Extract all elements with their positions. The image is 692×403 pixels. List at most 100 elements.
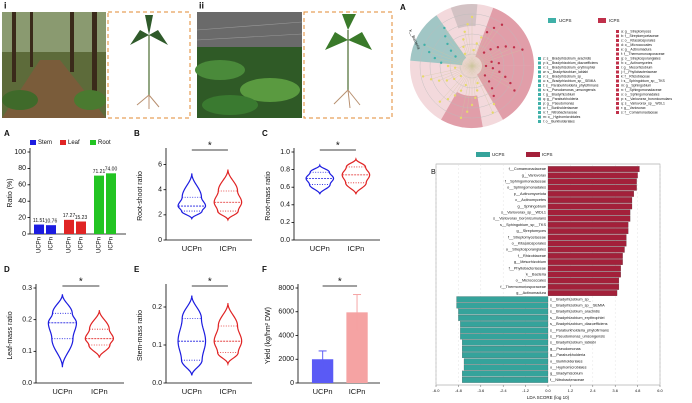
- clade-node: [474, 96, 477, 100]
- bar-label: f__Nitrobacteraceae: [550, 378, 584, 382]
- clade-node: [470, 15, 474, 19]
- significance-label: *: [79, 277, 83, 288]
- legend-swatch: [526, 152, 540, 157]
- bar: [46, 225, 56, 234]
- legend-label: UCPS: [559, 18, 572, 23]
- clade-branch: [471, 47, 515, 67]
- bar-label: c__Actinomycetes: [515, 198, 546, 202]
- y-tick-label: 0: [290, 380, 294, 387]
- clade-node: [509, 81, 512, 85]
- taxon-swatch: [616, 75, 619, 78]
- clade-branch: [464, 31, 473, 67]
- bar-label: g__Mesorhizobium: [514, 260, 546, 264]
- bar: [94, 175, 104, 234]
- value-label: 17.27: [63, 213, 76, 219]
- clade-branch: [445, 36, 473, 67]
- bar: [547, 259, 623, 265]
- y-tick-label: 80: [18, 165, 26, 172]
- bar-label: g__Pseudomonas: [550, 347, 581, 351]
- bar-label: s__Variovorax_sp__WDL1: [501, 211, 546, 215]
- clade-node: [466, 23, 469, 26]
- taxon-label: x: s__Bradyrhizobium_erythrophlei: [543, 65, 595, 69]
- bar: [547, 172, 638, 179]
- clade-node: [475, 42, 478, 45]
- taxon-swatch: [616, 70, 619, 74]
- clade-node: [453, 66, 457, 69]
- y-tick-label: 0: [22, 231, 26, 238]
- bar: [547, 253, 623, 259]
- bar-label: s__Paraburkholderia_phytofirmans: [550, 328, 609, 332]
- y-tick-label: 0.8: [280, 166, 290, 173]
- taxon-label: r: g__Variovorax: [621, 106, 646, 110]
- y-tick-label: 60: [18, 182, 26, 189]
- clade-branch: [471, 47, 498, 67]
- y-tick-label: 0.1: [22, 348, 32, 355]
- clade-node: [504, 45, 507, 48]
- clade-branch: [471, 65, 511, 84]
- y-axis-label: Ratio (%): [7, 178, 14, 207]
- clade-node: [454, 55, 457, 58]
- taxon-swatch: [538, 84, 541, 87]
- bar: [458, 315, 549, 321]
- clade-node: [439, 61, 443, 64]
- clade-branch: [471, 63, 499, 67]
- x-tick-label: 0.0: [545, 388, 551, 393]
- clade-branch: [471, 27, 495, 67]
- clade-wedge: [475, 7, 534, 120]
- y-tick-label: 0.3: [22, 285, 32, 292]
- taxon-swatch: [616, 34, 619, 38]
- legend-label: Leaf: [68, 140, 80, 146]
- bar-label: s__Bradyrhizobium_sp__SEMIA: [550, 304, 605, 308]
- taxon-label: k: f__Rhizobiaceae: [621, 74, 650, 78]
- bar-label: s__Sphingobium_sp__TKS: [500, 223, 546, 227]
- significance-label: *: [208, 141, 212, 152]
- clade-node: [428, 50, 431, 54]
- clade-wedge: [410, 15, 467, 66]
- taxon-label: b: f__Streptomycetaceae: [621, 34, 659, 38]
- taxon-swatch: [616, 102, 619, 105]
- bar: [460, 327, 549, 334]
- clade-branch: [471, 65, 486, 76]
- clade-node: [462, 45, 465, 49]
- clade-node: [504, 75, 507, 79]
- y-axis-label: Stem-mass ratio: [137, 310, 144, 361]
- clade-branch: [460, 65, 473, 118]
- clade-ring: [419, 13, 525, 119]
- clade-node: [438, 100, 442, 103]
- clade-branch: [465, 65, 473, 86]
- significance-label: *: [336, 141, 340, 152]
- clade-node: [449, 49, 453, 52]
- clade-branch: [471, 49, 523, 67]
- taxon-swatch: [538, 79, 541, 83]
- legend-label: ICPS: [542, 152, 553, 157]
- taxon-swatch: [616, 93, 619, 96]
- bar: [547, 234, 627, 241]
- bar-label: o__Micrococcales: [516, 279, 546, 283]
- y-axis-label: Leaf-mass ratio: [7, 311, 14, 359]
- bar: [463, 364, 549, 371]
- clade-node: [482, 51, 486, 54]
- significance-label: *: [338, 277, 342, 288]
- taxon-swatch: [538, 111, 541, 114]
- clade-branch: [471, 65, 500, 72]
- bar-label: f__Streptomycetaceae: [508, 235, 546, 239]
- taxon-label: l: o__Burkholderiales: [543, 119, 575, 123]
- clade-node: [480, 36, 483, 39]
- bar: [547, 184, 637, 191]
- panel-label: ii: [199, 0, 204, 10]
- x-tick-label: ICPn: [349, 387, 366, 396]
- clade-node: [465, 110, 469, 113]
- bar-label: f__Rhizobiaceae: [518, 254, 546, 258]
- bar-label: o__Burkholderiales: [550, 359, 583, 363]
- taxon-label: n: f__Nitrobacteraceae: [543, 110, 577, 114]
- bar-label: o__Hyphomicrobiales: [550, 366, 587, 370]
- panel-label: E: [134, 265, 140, 274]
- y-tick-label: 0: [158, 237, 162, 244]
- bar: [462, 352, 549, 358]
- bar-label: g__Paraburkholderia: [550, 353, 586, 357]
- clade-node: [476, 81, 479, 85]
- taxon-label: t: s__Paraburkholderia_phytofirmans: [543, 83, 599, 87]
- photo-forest: [2, 12, 106, 118]
- y-tick-label: 20: [18, 214, 26, 221]
- taxon-label: d: o__Micrococcales: [621, 43, 652, 47]
